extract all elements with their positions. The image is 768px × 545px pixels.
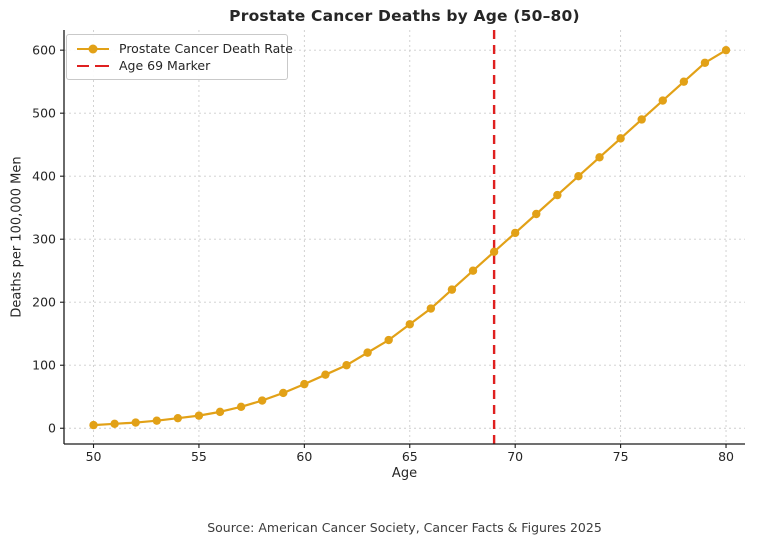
data-point <box>595 153 604 162</box>
data-point <box>553 190 562 200</box>
data-point <box>658 96 667 105</box>
legend-row-vline: Age 69 Marker <box>77 57 279 74</box>
data-point <box>279 388 288 398</box>
x-tick-label: 70 <box>507 449 523 464</box>
legend-row-series: Prostate Cancer Death Rate <box>77 40 293 57</box>
y-tick-label: 200 <box>32 295 56 310</box>
data-point <box>110 419 119 429</box>
source-note: Source: American Cancer Society, Cancer … <box>207 520 602 535</box>
x-tick-label: 60 <box>296 449 312 464</box>
y-tick-label: 100 <box>32 358 56 373</box>
data-point <box>257 396 267 405</box>
data-point <box>300 379 309 389</box>
data-point <box>426 304 436 313</box>
y-tick-label: 300 <box>32 232 56 247</box>
series-line-icon <box>77 44 109 54</box>
x-axis-label: Age <box>391 466 418 481</box>
x-tick-label: 50 <box>86 449 102 464</box>
data-point <box>194 411 204 420</box>
data-point <box>679 77 689 86</box>
data-point <box>173 413 183 423</box>
x-tick-label: 75 <box>613 449 629 464</box>
legend-label-series: Prostate Cancer Death Rate <box>119 41 293 56</box>
data-point <box>489 247 499 257</box>
y-tick-label: 600 <box>32 43 56 58</box>
data-point <box>152 416 161 425</box>
data-point <box>447 285 457 294</box>
y-tick-label: 500 <box>32 106 56 121</box>
data-point <box>363 348 372 357</box>
chart-title: Prostate Cancer Deaths by Age (50–80) <box>229 7 580 25</box>
data-point <box>215 407 225 417</box>
data-point <box>89 420 98 430</box>
data-point <box>532 209 541 219</box>
data-point <box>384 335 393 345</box>
data-point <box>131 418 140 427</box>
x-tick-label: 55 <box>191 449 207 464</box>
data-point <box>321 370 330 379</box>
data-point <box>574 171 583 181</box>
dashed-line-icon <box>77 61 109 71</box>
x-tick-label: 65 <box>402 449 418 464</box>
data-point <box>342 361 351 370</box>
legend: Prostate Cancer Death Rate Age 69 Marker <box>66 34 293 80</box>
y-tick-label: 400 <box>32 169 56 184</box>
y-axis-label: Deaths per 100,000 Men <box>9 156 25 318</box>
data-point <box>637 115 646 124</box>
legend-label-vline: Age 69 Marker <box>119 58 211 73</box>
data-point <box>468 266 478 275</box>
data-point <box>510 228 520 238</box>
data-point <box>721 45 731 55</box>
data-point <box>700 58 710 67</box>
y-tick-label: 0 <box>48 421 56 436</box>
x-tick-label: 80 <box>718 449 734 464</box>
data-point <box>236 402 246 412</box>
data-point <box>405 320 414 329</box>
data-point <box>616 134 625 143</box>
